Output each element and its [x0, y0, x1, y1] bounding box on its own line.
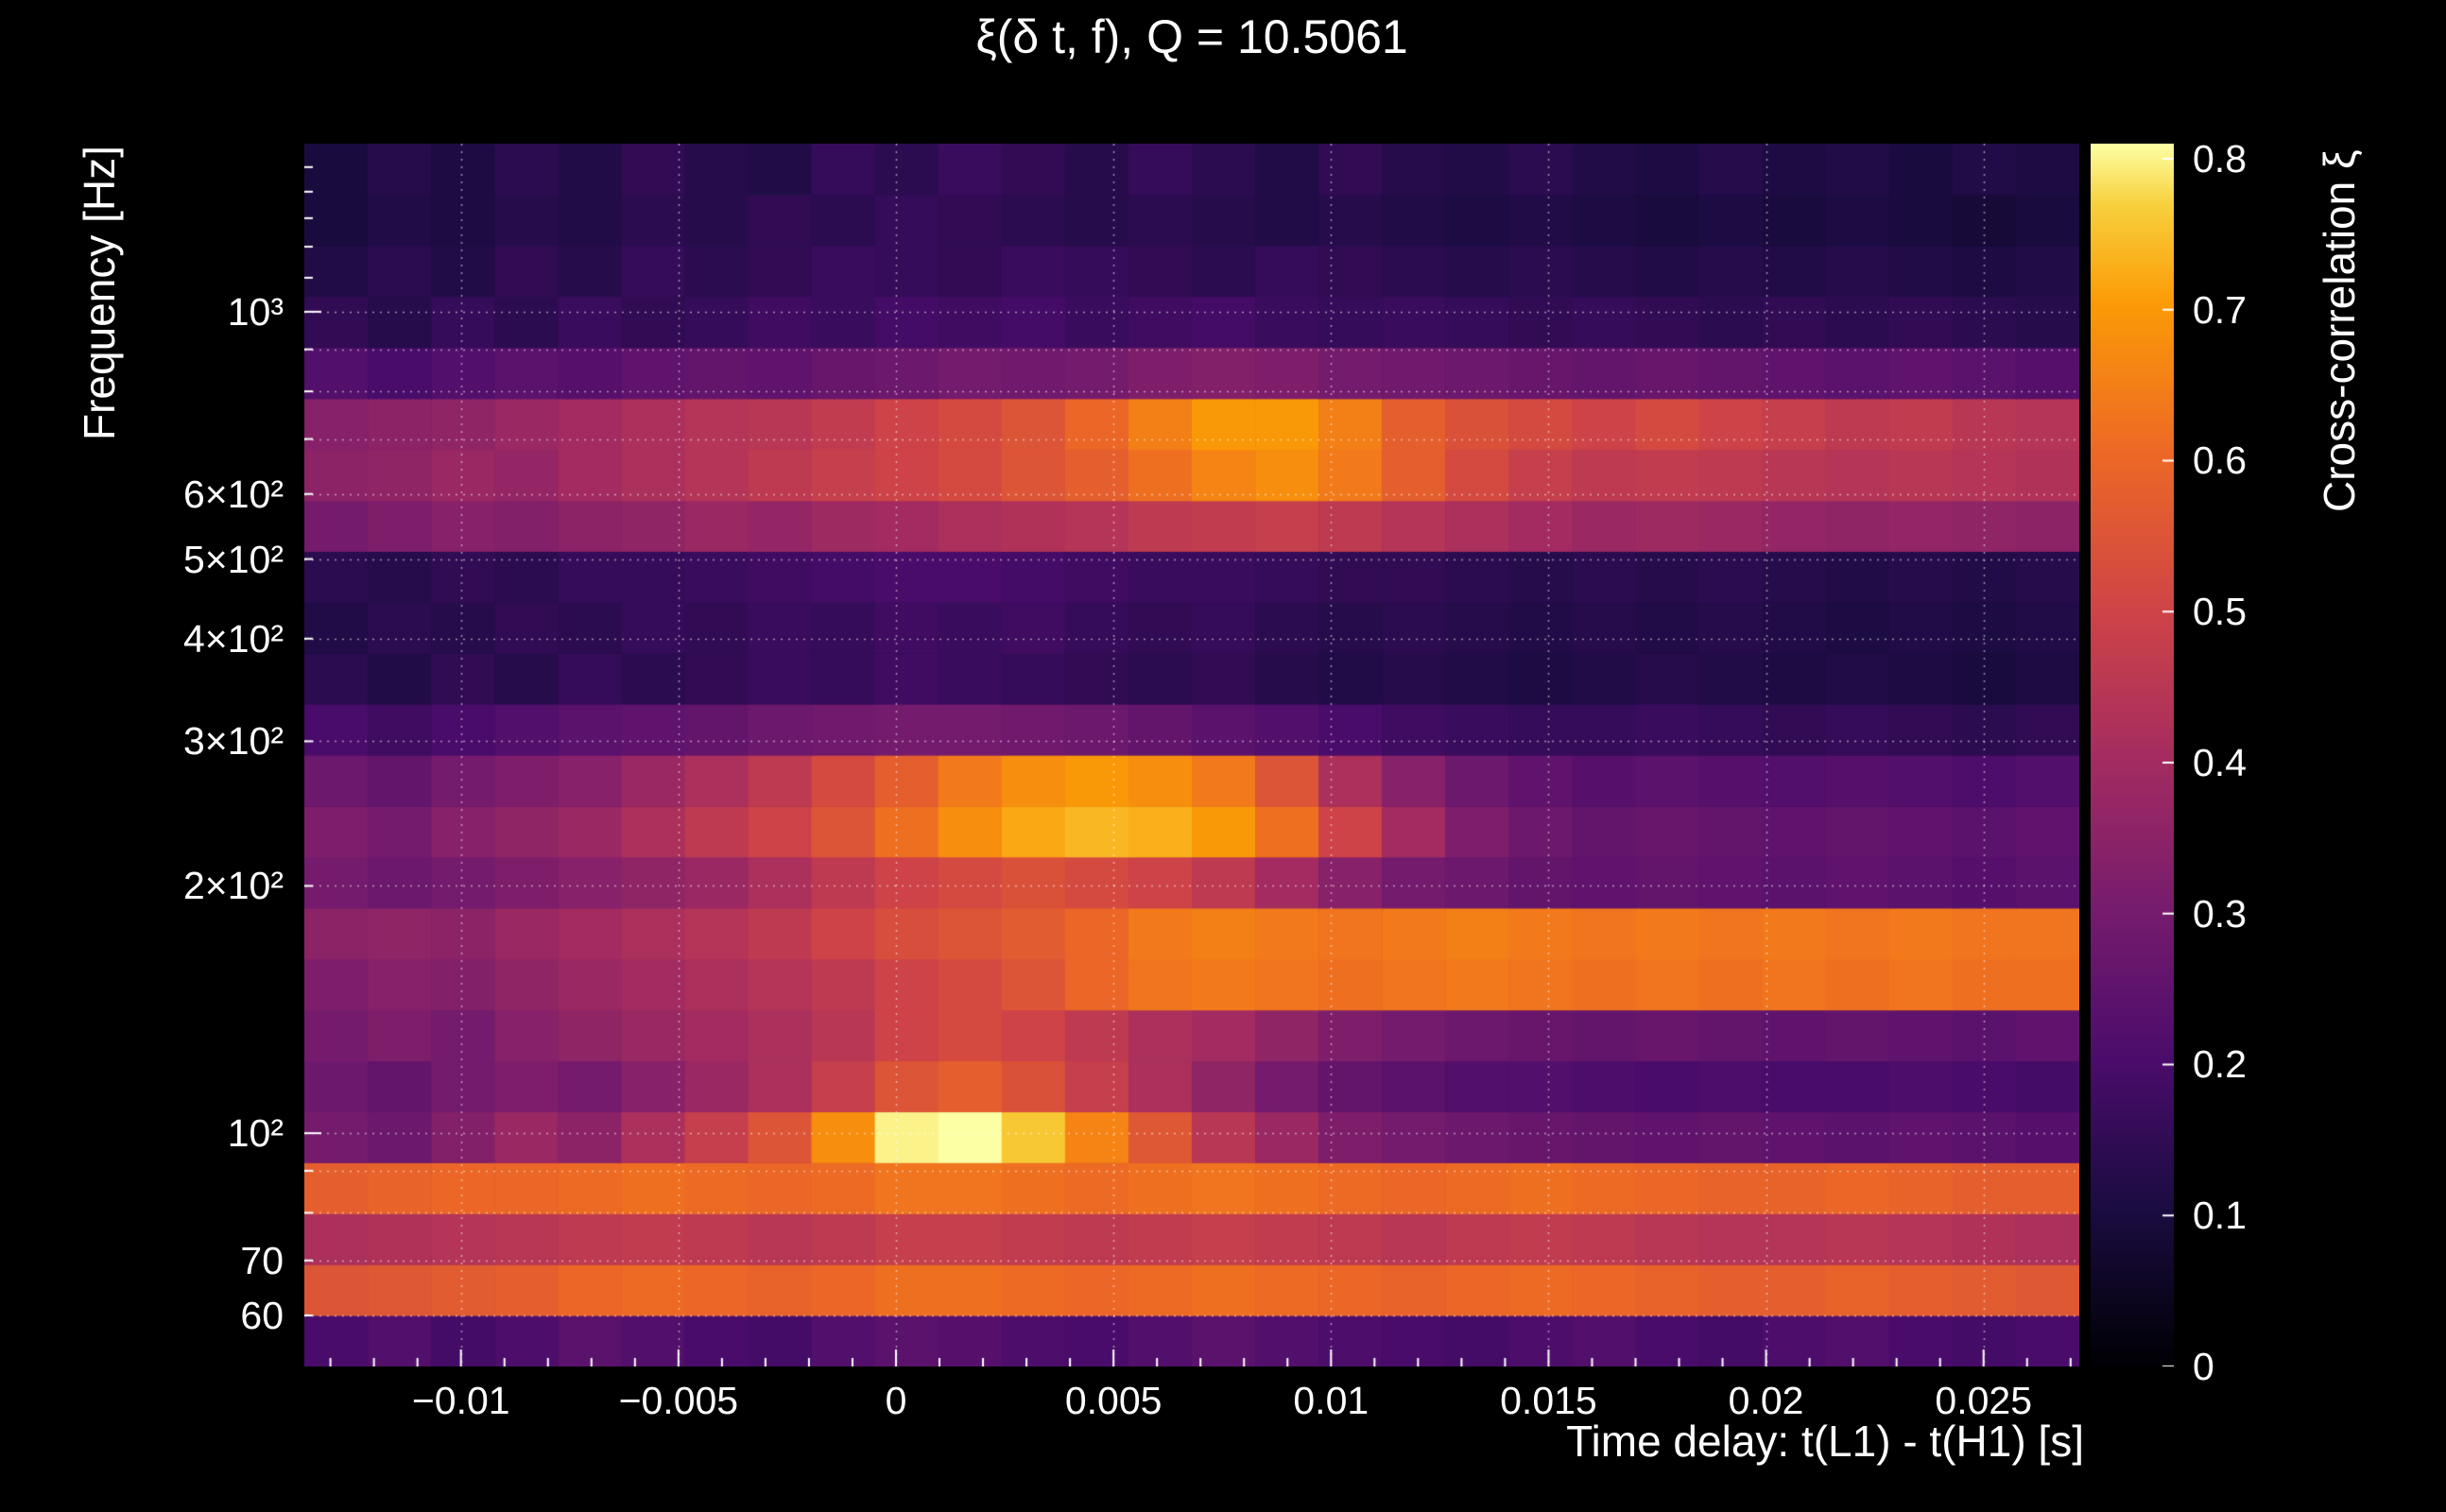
colorbar-tick-label: 0 — [2193, 1345, 2214, 1388]
x-tick-label: −0.005 — [618, 1379, 739, 1422]
plot-area — [304, 144, 2079, 1366]
y-tick-label: 70 — [240, 1238, 284, 1282]
x-tick-label: 0.01 — [1293, 1379, 1369, 1422]
colorbar-tick-label: 0.3 — [2193, 891, 2247, 936]
y-tick-label: 5×10² — [182, 537, 284, 581]
colorbar-tick-label: 0.7 — [2193, 287, 2247, 332]
x-tick-label: 0 — [885, 1379, 907, 1422]
y-axis-title: Frequency [Hz] — [75, 146, 124, 440]
x-tick-label: −0.01 — [411, 1379, 510, 1422]
y-tick-label: 3×10² — [182, 719, 284, 764]
x-tick-label: 0.025 — [1935, 1379, 2033, 1422]
y-tick-label: 6×10² — [182, 472, 284, 516]
colorbar-tick-label: 0.6 — [2193, 438, 2247, 483]
colorbar — [2091, 144, 2174, 1366]
chart-title: ξ(δ t, f), Q = 10.5061 — [975, 10, 1408, 63]
colorbar-tick-label: 0.8 — [2193, 136, 2247, 180]
colorbar-tick-label: 0.1 — [2193, 1194, 2247, 1238]
heatmap-canvas — [304, 144, 2079, 1366]
colorbar-tick-label: 0.4 — [2193, 740, 2247, 784]
x-tick-label: 0.02 — [1728, 1379, 1804, 1422]
y-tick-label: 10³ — [227, 289, 284, 334]
colorbar-tick-label: 0.2 — [2193, 1042, 2247, 1087]
x-axis-title: Time delay: t(L1) - t(H1) [s] — [1566, 1417, 2084, 1466]
colorbar-tick-label: 0.5 — [2193, 590, 2247, 634]
y-tick-label: 2×10² — [182, 864, 284, 908]
colorbar-canvas — [2091, 144, 2174, 1366]
x-tick-label: 0.015 — [1500, 1379, 1597, 1422]
y-tick-label: 60 — [240, 1293, 284, 1337]
y-tick-label: 10² — [227, 1111, 284, 1156]
colorbar-title: Cross-correlation ξ — [2315, 149, 2364, 512]
y-tick-label: 4×10² — [182, 616, 284, 661]
x-tick-label: 0.005 — [1064, 1379, 1163, 1422]
